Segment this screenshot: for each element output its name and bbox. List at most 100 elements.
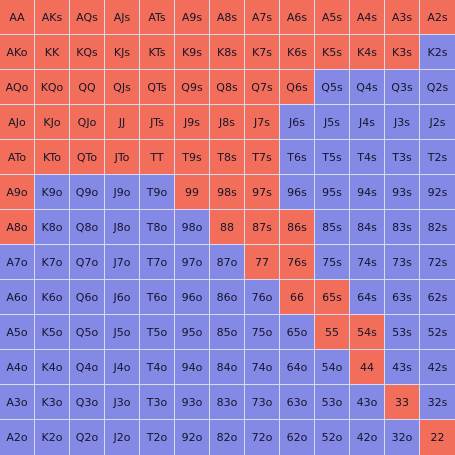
hand-cell-k6s-suited[interactable]: K6s (280, 35, 315, 70)
hand-cell-93o-offsuit[interactable]: 93o (175, 385, 210, 420)
hand-cell-ato-offsuit[interactable]: ATo (0, 140, 35, 175)
hand-cell-94o-offsuit[interactable]: 94o (175, 350, 210, 385)
hand-cell-qts-suited[interactable]: QTs (140, 70, 175, 105)
hand-cell-63o-offsuit[interactable]: 63o (280, 385, 315, 420)
hand-cell-t7o-offsuit[interactable]: T7o (140, 245, 175, 280)
hand-cell-k4s-suited[interactable]: K4s (350, 35, 385, 70)
hand-cell-k9o-offsuit[interactable]: K9o (35, 175, 70, 210)
hand-cell-q5o-offsuit[interactable]: Q5o (70, 315, 105, 350)
hand-cell-a4o-offsuit[interactable]: A4o (0, 350, 35, 385)
hand-cell-t2o-offsuit[interactable]: T2o (140, 420, 175, 455)
hand-cell-a9s-suited[interactable]: A9s (175, 0, 210, 35)
hand-cell-77-pair[interactable]: 77 (245, 245, 280, 280)
hand-cell-93s-suited[interactable]: 93s (385, 175, 420, 210)
hand-cell-96o-offsuit[interactable]: 96o (175, 280, 210, 315)
hand-cell-q8o-offsuit[interactable]: Q8o (70, 210, 105, 245)
hand-cell-t3o-offsuit[interactable]: T3o (140, 385, 175, 420)
hand-cell-aks-suited[interactable]: AKs (35, 0, 70, 35)
hand-cell-t7s-suited[interactable]: T7s (245, 140, 280, 175)
hand-cell-kqs-suited[interactable]: KQs (70, 35, 105, 70)
hand-cell-76o-offsuit[interactable]: 76o (245, 280, 280, 315)
hand-cell-43s-suited[interactable]: 43s (385, 350, 420, 385)
hand-cell-j5s-suited[interactable]: J5s (315, 105, 350, 140)
hand-cell-a2o-offsuit[interactable]: A2o (0, 420, 35, 455)
hand-cell-65s-suited[interactable]: 65s (315, 280, 350, 315)
hand-cell-j9s-suited[interactable]: J9s (175, 105, 210, 140)
hand-cell-83s-suited[interactable]: 83s (385, 210, 420, 245)
hand-cell-43o-offsuit[interactable]: 43o (350, 385, 385, 420)
hand-cell-j8o-offsuit[interactable]: J8o (105, 210, 140, 245)
hand-cell-98o-offsuit[interactable]: 98o (175, 210, 210, 245)
hand-cell-k7o-offsuit[interactable]: K7o (35, 245, 70, 280)
hand-cell-ajo-offsuit[interactable]: AJo (0, 105, 35, 140)
hand-cell-54o-offsuit[interactable]: 54o (315, 350, 350, 385)
hand-cell-33-pair[interactable]: 33 (385, 385, 420, 420)
hand-cell-j7o-offsuit[interactable]: J7o (105, 245, 140, 280)
hand-cell-75s-suited[interactable]: 75s (315, 245, 350, 280)
hand-cell-64o-offsuit[interactable]: 64o (280, 350, 315, 385)
hand-cell-55-pair[interactable]: 55 (315, 315, 350, 350)
hand-cell-k8o-offsuit[interactable]: K8o (35, 210, 70, 245)
hand-cell-j4o-offsuit[interactable]: J4o (105, 350, 140, 385)
hand-cell-j4s-suited[interactable]: J4s (350, 105, 385, 140)
hand-cell-87s-suited[interactable]: 87s (245, 210, 280, 245)
hand-cell-t8s-suited[interactable]: T8s (210, 140, 245, 175)
hand-cell-q7s-suited[interactable]: Q7s (245, 70, 280, 105)
hand-cell-jj-pair[interactable]: JJ (105, 105, 140, 140)
hand-cell-66-pair[interactable]: 66 (280, 280, 315, 315)
hand-cell-t5s-suited[interactable]: T5s (315, 140, 350, 175)
hand-cell-t4o-offsuit[interactable]: T4o (140, 350, 175, 385)
hand-cell-qto-offsuit[interactable]: QTo (70, 140, 105, 175)
hand-cell-42o-offsuit[interactable]: 42o (350, 420, 385, 455)
hand-cell-j6o-offsuit[interactable]: J6o (105, 280, 140, 315)
hand-cell-a8o-offsuit[interactable]: A8o (0, 210, 35, 245)
hand-cell-a6o-offsuit[interactable]: A6o (0, 280, 35, 315)
hand-cell-t5o-offsuit[interactable]: T5o (140, 315, 175, 350)
hand-cell-97o-offsuit[interactable]: 97o (175, 245, 210, 280)
hand-cell-j7s-suited[interactable]: J7s (245, 105, 280, 140)
hand-cell-j6s-suited[interactable]: J6s (280, 105, 315, 140)
hand-cell-q7o-offsuit[interactable]: Q7o (70, 245, 105, 280)
hand-cell-k5s-suited[interactable]: K5s (315, 35, 350, 70)
hand-cell-97s-suited[interactable]: 97s (245, 175, 280, 210)
hand-cell-a3o-offsuit[interactable]: A3o (0, 385, 35, 420)
hand-cell-j8s-suited[interactable]: J8s (210, 105, 245, 140)
hand-cell-83o-offsuit[interactable]: 83o (210, 385, 245, 420)
hand-cell-jts-suited[interactable]: JTs (140, 105, 175, 140)
hand-cell-84s-suited[interactable]: 84s (350, 210, 385, 245)
hand-cell-85o-offsuit[interactable]: 85o (210, 315, 245, 350)
hand-cell-q5s-suited[interactable]: Q5s (315, 70, 350, 105)
hand-cell-62s-suited[interactable]: 62s (420, 280, 455, 315)
hand-cell-54s-suited[interactable]: 54s (350, 315, 385, 350)
hand-cell-t9o-offsuit[interactable]: T9o (140, 175, 175, 210)
hand-cell-87o-offsuit[interactable]: 87o (210, 245, 245, 280)
hand-cell-72s-suited[interactable]: 72s (420, 245, 455, 280)
hand-cell-75o-offsuit[interactable]: 75o (245, 315, 280, 350)
hand-cell-aqo-offsuit[interactable]: AQo (0, 70, 35, 105)
hand-cell-53s-suited[interactable]: 53s (385, 315, 420, 350)
hand-cell-aqs-suited[interactable]: AQs (70, 0, 105, 35)
hand-cell-44-pair[interactable]: 44 (350, 350, 385, 385)
hand-cell-a9o-offsuit[interactable]: A9o (0, 175, 35, 210)
hand-cell-32o-offsuit[interactable]: 32o (385, 420, 420, 455)
hand-cell-q6o-offsuit[interactable]: Q6o (70, 280, 105, 315)
hand-cell-ajs-suited[interactable]: AJs (105, 0, 140, 35)
hand-cell-q6s-suited[interactable]: Q6s (280, 70, 315, 105)
hand-cell-t6s-suited[interactable]: T6s (280, 140, 315, 175)
hand-cell-t3s-suited[interactable]: T3s (385, 140, 420, 175)
hand-cell-42s-suited[interactable]: 42s (420, 350, 455, 385)
hand-cell-kto-offsuit[interactable]: KTo (35, 140, 70, 175)
hand-cell-j2o-offsuit[interactable]: J2o (105, 420, 140, 455)
hand-cell-k7s-suited[interactable]: K7s (245, 35, 280, 70)
hand-cell-74s-suited[interactable]: 74s (350, 245, 385, 280)
hand-cell-q8s-suited[interactable]: Q8s (210, 70, 245, 105)
hand-cell-jto-offsuit[interactable]: JTo (105, 140, 140, 175)
hand-cell-q4o-offsuit[interactable]: Q4o (70, 350, 105, 385)
hand-cell-a3s-suited[interactable]: A3s (385, 0, 420, 35)
hand-cell-63s-suited[interactable]: 63s (385, 280, 420, 315)
hand-cell-73o-offsuit[interactable]: 73o (245, 385, 280, 420)
hand-cell-k4o-offsuit[interactable]: K4o (35, 350, 70, 385)
hand-cell-94s-suited[interactable]: 94s (350, 175, 385, 210)
hand-cell-ats-suited[interactable]: ATs (140, 0, 175, 35)
hand-cell-74o-offsuit[interactable]: 74o (245, 350, 280, 385)
